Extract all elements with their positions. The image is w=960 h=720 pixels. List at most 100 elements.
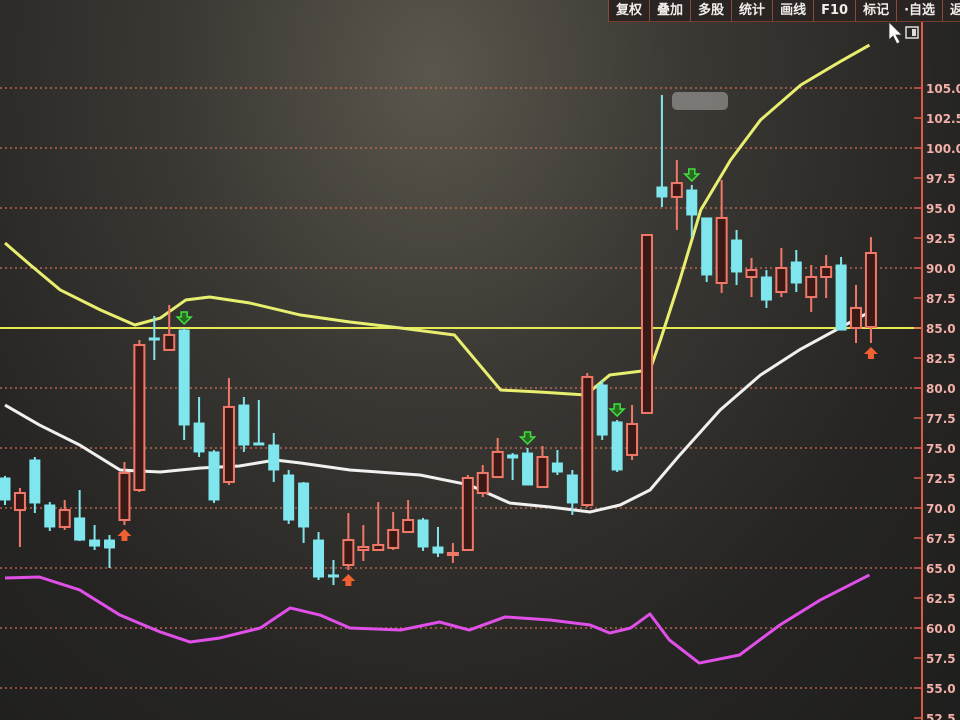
up-candle (446, 552, 459, 556)
indicator-line (4, 573, 871, 665)
y-tick-label: 102.5 (926, 112, 960, 126)
up-candle (536, 456, 549, 488)
down-candle (596, 384, 608, 436)
sell-arrow-icon (608, 403, 626, 418)
up-candle (850, 306, 863, 329)
blurred-price-label (672, 92, 728, 110)
up-candle (476, 471, 489, 494)
down-candle (298, 482, 310, 528)
toolbar: 复权 叠加 多股 统计 画线 F10 标记 ·自选返 (608, 0, 960, 22)
down-candle (238, 404, 250, 446)
up-candle (342, 539, 355, 566)
down-candle (253, 442, 265, 446)
down-candle (611, 421, 623, 471)
down-candle (686, 189, 698, 216)
up-candle (626, 423, 639, 456)
down-candle (522, 452, 534, 486)
up-candle (820, 266, 833, 279)
up-candle (581, 375, 594, 506)
cursor-icon (888, 21, 903, 45)
toolbar-button[interactable]: ·自选 (896, 0, 942, 21)
y-axis: 105.0 102.5 100.0 97.5 95.0 92.5 90.0 87.5 85.0 8… (914, 22, 960, 720)
down-candle (327, 574, 339, 578)
down-candle (268, 444, 280, 471)
buy-arrow-icon (341, 574, 356, 587)
up-candle (864, 252, 877, 329)
down-candle (835, 264, 847, 331)
y-tick-label: 85.0 (926, 322, 956, 336)
toolbar-button[interactable]: 多股 (690, 0, 731, 21)
up-candle (387, 528, 400, 549)
y-tick-label: 77.5 (926, 412, 956, 426)
down-candle (74, 517, 86, 541)
down-candle (178, 329, 190, 426)
down-candle (566, 474, 578, 504)
up-candle (670, 182, 683, 198)
up-candle (133, 344, 146, 492)
toolbar-button[interactable]: 复权 (608, 0, 649, 21)
up-candle (715, 216, 728, 285)
toolbar-button[interactable]: 画线 (772, 0, 813, 21)
y-tick-label: 90.0 (926, 262, 956, 276)
up-candle (461, 477, 474, 551)
down-candle (44, 504, 56, 528)
candles (0, 94, 877, 586)
toolbar-button[interactable]: 返 (942, 0, 960, 21)
sell-arrow-icon (682, 168, 701, 183)
y-tick-label: 80.0 (926, 382, 956, 396)
down-candle (283, 474, 295, 521)
up-candle (13, 492, 26, 512)
down-candle (790, 261, 802, 284)
down-candle (417, 519, 429, 548)
down-candle (148, 337, 160, 341)
down-candle (0, 477, 11, 501)
up-candle (775, 267, 788, 293)
y-tick-label: 60.0 (926, 622, 956, 636)
up-candle (58, 509, 71, 528)
toolbar-button[interactable]: 统计 (731, 0, 772, 21)
signal-arrows (117, 168, 878, 587)
y-tick-label: 95.0 (926, 202, 956, 216)
down-candle (313, 539, 325, 578)
y-tick-label: 70.0 (926, 502, 956, 516)
down-candle (104, 539, 116, 549)
y-tick-label: 62.5 (926, 592, 956, 606)
y-tick-label: 52.5 (926, 712, 956, 720)
up-candle (805, 276, 818, 299)
sell-arrow-icon (518, 431, 537, 446)
down-candle (551, 462, 563, 473)
up-candle (118, 471, 131, 521)
buy-arrow-icon (117, 529, 132, 542)
y-tick-label: 67.5 (926, 532, 956, 546)
y-tick-label: 105.0 (926, 82, 960, 96)
up-candle (372, 543, 385, 552)
y-tick-label: 82.5 (926, 352, 956, 366)
ma_yellow-line (4, 43, 871, 397)
up-candle (163, 333, 176, 351)
toolbar-button[interactable]: 叠加 (649, 0, 690, 21)
y-tick-label: 87.5 (926, 292, 956, 306)
down-candle (760, 276, 772, 301)
up-candle (222, 405, 235, 483)
y-tick-label: 72.5 (926, 472, 956, 486)
y-tick-label: 75.0 (926, 442, 956, 456)
up-candle (640, 234, 653, 414)
toolbar-button[interactable]: F10 (813, 0, 855, 21)
down-candle (701, 217, 713, 276)
down-candle (731, 239, 743, 273)
y-tick-label: 92.5 (926, 232, 956, 246)
down-candle (193, 422, 205, 453)
down-candle (89, 539, 101, 547)
y-tick-label: 100.0 (926, 142, 960, 156)
up-candle (402, 519, 415, 533)
buy-arrow-icon (863, 347, 878, 359)
y-tick-label: 57.5 (926, 652, 956, 666)
up-candle (491, 450, 504, 479)
sell-arrow-icon (175, 311, 193, 326)
down-candle (656, 186, 668, 198)
down-candle (507, 454, 519, 459)
toolbar-button[interactable]: 标记 (855, 0, 896, 21)
panel-toggle-icon[interactable] (905, 26, 919, 39)
y-tick-label: 65.0 (926, 562, 956, 576)
